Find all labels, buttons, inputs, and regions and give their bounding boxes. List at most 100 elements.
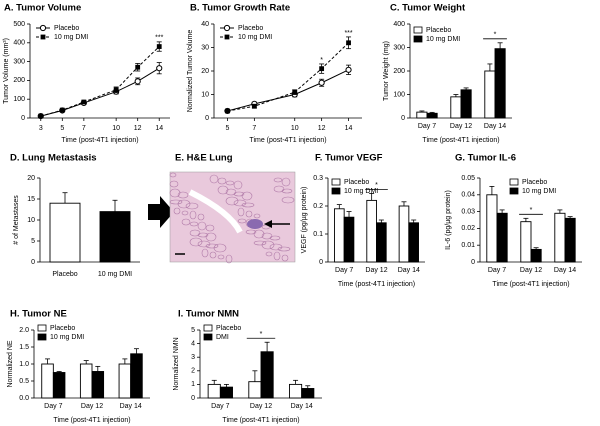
- chart-title: E. H&E Lung: [175, 153, 233, 164]
- y-axis-label: VEGF (pg/µg protein): [301, 187, 308, 254]
- marker: [59, 107, 65, 113]
- tissue: [245, 229, 257, 235]
- tissue: [189, 210, 197, 220]
- y-tick-label: 40: [201, 21, 209, 28]
- y-tick-label: 0.5: [19, 378, 29, 385]
- y-axis-label: Tumor Volume (mm³): [3, 38, 10, 104]
- y-tick-label: 0.03: [461, 208, 475, 215]
- bar: [99, 211, 131, 263]
- chart-title: C. Tumor Weight: [390, 3, 466, 14]
- chart-title: B. Tumor Growth Rate: [190, 3, 290, 14]
- tissue: [169, 199, 183, 205]
- tissue: [197, 240, 211, 248]
- y-axis-label: Tumor Weight (mg): [383, 41, 390, 101]
- bar: [366, 199, 377, 263]
- legend-label: Placebo: [426, 27, 451, 34]
- x-tick-label: 12: [318, 125, 326, 132]
- bar: [91, 371, 105, 399]
- tissue: [253, 213, 261, 219]
- legend-swatch: [331, 187, 341, 195]
- significance: ***: [344, 30, 352, 37]
- x-tick-label: Day 12: [250, 403, 272, 410]
- legend-label: 10 mg DMI: [238, 34, 272, 41]
- legend-swatch: [203, 333, 213, 341]
- legend-marker: [39, 24, 47, 32]
- tissue: [245, 210, 253, 218]
- y-tick-label: 0.05: [461, 175, 475, 182]
- tissue: [197, 213, 205, 221]
- tissue: [277, 246, 291, 252]
- significance: *: [494, 32, 497, 39]
- y-tick-label: 100: [13, 96, 25, 103]
- nodule: [247, 219, 263, 229]
- bar: [520, 221, 532, 263]
- significance: *: [375, 182, 378, 189]
- bar: [334, 208, 345, 263]
- y-tick-label: 1.5: [19, 344, 29, 351]
- tissue: [237, 218, 247, 224]
- bar: [486, 194, 498, 263]
- x-tick-label: 3: [39, 125, 43, 132]
- legend-swatch: [509, 178, 519, 186]
- y-tick-label: 5: [191, 327, 195, 334]
- legend-swatch: [413, 35, 423, 43]
- bar: [118, 363, 132, 399]
- y-tick-label: 300: [13, 58, 25, 65]
- legend-label: DMI: [216, 334, 229, 341]
- y-axis-label: Normalized NMN: [173, 337, 180, 390]
- bar: [450, 96, 462, 119]
- tissue: [185, 202, 199, 210]
- tissue: [169, 180, 179, 188]
- x-tick-label: 5: [226, 125, 230, 132]
- tissue: [225, 196, 239, 206]
- pointer-head: [264, 220, 272, 228]
- series-line: [227, 42, 349, 112]
- tissue: [273, 251, 281, 261]
- x-axis-label: Time (post-4T1 injection): [338, 281, 415, 288]
- bar: [496, 212, 508, 263]
- y-axis-label: # of Metastases: [13, 195, 20, 245]
- tissue: [205, 243, 219, 249]
- y-tick-label: 300: [393, 44, 405, 51]
- tissue: [217, 254, 225, 260]
- x-axis-label: Time (post-4T1 injection): [53, 417, 130, 424]
- bar: [301, 388, 315, 399]
- legend-label: 10 mg DMI: [522, 188, 556, 195]
- y-tick-label: 0.01: [461, 242, 475, 249]
- y-tick-label: 0.3: [313, 175, 323, 182]
- legend-label: Placebo: [54, 25, 79, 32]
- tissue: [225, 254, 233, 264]
- marker: [346, 40, 351, 46]
- bar: [416, 111, 428, 119]
- y-tick-label: 0: [319, 259, 323, 266]
- tissue: [189, 237, 203, 247]
- marker: [251, 103, 257, 109]
- x-tick-label: Day 12: [450, 123, 472, 130]
- chart-title: I. Tumor NMN: [178, 309, 239, 320]
- legend-swatch: [37, 333, 47, 341]
- y-tick-label: 0.02: [461, 225, 475, 232]
- y-tick-label: 1: [191, 381, 195, 388]
- legend-label: 10 mg DMI: [50, 334, 84, 341]
- chart-title: H. Tumor NE: [10, 309, 67, 320]
- legend-swatch: [203, 324, 213, 332]
- marker: [292, 89, 298, 95]
- y-tick-label: 30: [201, 44, 209, 51]
- tissue: [225, 188, 237, 196]
- legend-label: Placebo: [344, 179, 369, 186]
- tissue: [233, 180, 243, 190]
- y-axis-label: IL-6 (pg/µg protein): [445, 190, 452, 250]
- bar: [460, 89, 472, 119]
- tissue: [281, 196, 295, 204]
- bar: [41, 363, 54, 399]
- x-tick-label: Day 12: [365, 267, 387, 274]
- y-tick-label: 3: [191, 354, 195, 361]
- tissue: [169, 172, 177, 178]
- y-tick-label: 20: [27, 175, 35, 182]
- significance: *: [320, 57, 323, 64]
- tissue: [217, 177, 227, 185]
- legend-label: Placebo: [238, 25, 263, 32]
- bar: [130, 353, 143, 399]
- x-tick-label: Day 12: [520, 267, 542, 274]
